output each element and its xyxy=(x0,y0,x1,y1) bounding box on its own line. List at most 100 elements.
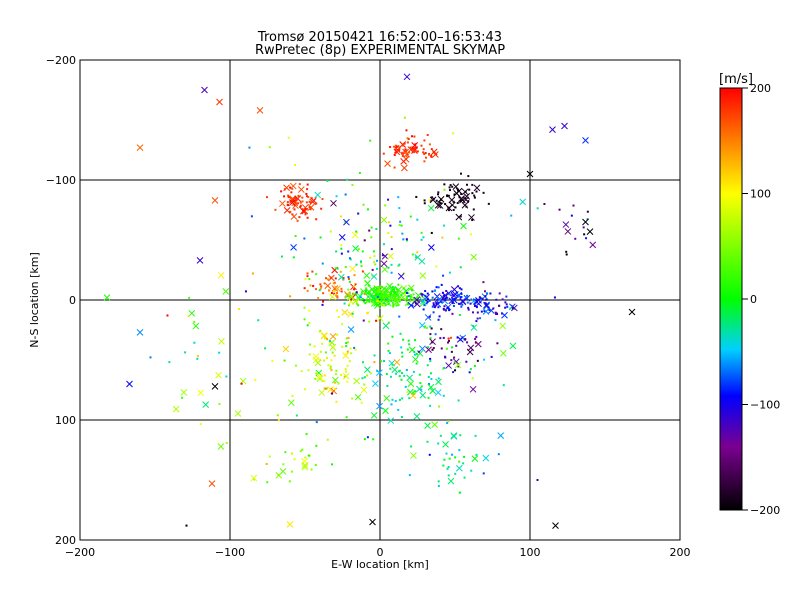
data-point-dot xyxy=(435,286,438,289)
data-point-dot xyxy=(363,438,366,441)
data-point-dot xyxy=(398,296,401,299)
data-point-dot xyxy=(496,342,499,345)
data-point-dot xyxy=(370,226,373,229)
data-point-dot xyxy=(149,356,152,359)
data-point-dot xyxy=(292,256,295,259)
data-point-dot xyxy=(389,367,392,370)
data-point-cross xyxy=(217,443,225,450)
data-point-dot xyxy=(439,202,442,205)
data-point-dot xyxy=(347,337,350,340)
data-point-dot xyxy=(324,337,327,340)
data-point-dot xyxy=(306,324,309,327)
data-point-dot xyxy=(437,318,440,321)
data-point-dot xyxy=(467,200,470,203)
data-point-dot xyxy=(358,171,361,174)
data-point-dot xyxy=(334,381,337,384)
data-point-dot xyxy=(315,218,318,221)
data-point-dot xyxy=(506,305,509,308)
data-point-dot xyxy=(407,295,410,298)
data-point-dot xyxy=(374,263,377,266)
data-point-dot xyxy=(448,189,451,192)
data-point-dot xyxy=(497,453,500,456)
data-point-dot xyxy=(482,191,485,194)
data-point-dot xyxy=(398,375,401,378)
data-point-dot xyxy=(309,343,312,346)
data-point-cross xyxy=(347,326,355,333)
data-point-cross xyxy=(329,293,336,301)
data-point-dot xyxy=(368,298,371,301)
data-point-cross xyxy=(316,375,324,383)
data-point-dot xyxy=(381,254,384,257)
data-point-dot xyxy=(321,198,324,201)
data-point-dot xyxy=(303,306,306,309)
data-point-dot xyxy=(398,147,401,150)
data-point-dot xyxy=(475,453,478,456)
data-point-dot xyxy=(264,347,267,350)
data-point-dot xyxy=(501,312,504,315)
data-point-cross xyxy=(501,311,508,319)
data-point-dot xyxy=(294,235,297,238)
data-point-cross xyxy=(364,279,371,287)
data-point-dot xyxy=(373,287,376,290)
data-point-dot xyxy=(415,195,418,198)
data-point-dot xyxy=(403,374,406,377)
data-point-dot xyxy=(442,294,445,297)
data-point-dot xyxy=(430,154,433,157)
data-point-dot xyxy=(304,278,307,281)
data-point-cross xyxy=(256,107,264,114)
data-point-dot xyxy=(287,196,290,199)
data-point-dot xyxy=(307,369,310,372)
data-point-dot xyxy=(437,306,440,309)
data-point-dot xyxy=(369,256,372,259)
data-point-dot xyxy=(460,288,463,291)
data-point-cross xyxy=(349,265,356,273)
data-point-cross xyxy=(408,346,416,354)
data-point-dot xyxy=(340,287,343,290)
data-point-cross xyxy=(376,369,383,377)
data-point-dot xyxy=(428,153,431,156)
data-point-dot xyxy=(426,300,429,303)
data-point-dot xyxy=(362,203,365,206)
data-point-dot xyxy=(422,148,425,151)
data-point-dot xyxy=(323,379,326,382)
data-point-dot xyxy=(386,300,389,303)
data-point-dot xyxy=(398,300,401,303)
data-point-dot xyxy=(295,414,298,417)
data-point-cross xyxy=(330,199,337,207)
data-point-dot xyxy=(277,473,280,476)
data-point-dot xyxy=(412,298,415,301)
data-point-cross xyxy=(482,308,490,315)
data-point-dot xyxy=(452,304,455,307)
data-point-dot xyxy=(467,306,470,309)
data-point-cross xyxy=(411,142,419,149)
data-point-dot xyxy=(404,291,407,294)
data-point-dot xyxy=(193,341,196,344)
data-point-dot xyxy=(406,137,409,140)
data-point-dot xyxy=(411,135,414,138)
chart-title: Tromsø 20150421 16:52:00–16:53:43 xyxy=(257,30,502,45)
data-point-cross xyxy=(409,392,417,400)
data-point-dot xyxy=(348,360,351,363)
data-point-dot xyxy=(410,289,413,292)
data-point-cross xyxy=(344,291,351,298)
data-point-dot xyxy=(483,290,486,293)
data-point-cross xyxy=(413,300,421,308)
data-point-cross xyxy=(316,373,324,380)
data-point-dot xyxy=(398,207,401,210)
data-point-dot xyxy=(431,305,434,308)
data-point-dot xyxy=(505,303,508,306)
data-point-dot xyxy=(450,359,453,362)
data-point-dot xyxy=(370,372,373,375)
data-point-dot xyxy=(406,390,409,393)
data-point-dot xyxy=(393,294,396,297)
data-point-cross xyxy=(628,308,636,316)
data-point-cross xyxy=(419,391,427,399)
data-point-dot xyxy=(492,307,495,310)
data-point-dot xyxy=(430,231,433,234)
data-point-dot xyxy=(319,283,322,286)
data-point-dot xyxy=(409,215,412,218)
data-point-dot xyxy=(398,370,401,373)
data-point-dot xyxy=(395,146,398,149)
data-point-dot xyxy=(193,320,196,323)
data-point-dot xyxy=(405,155,408,158)
